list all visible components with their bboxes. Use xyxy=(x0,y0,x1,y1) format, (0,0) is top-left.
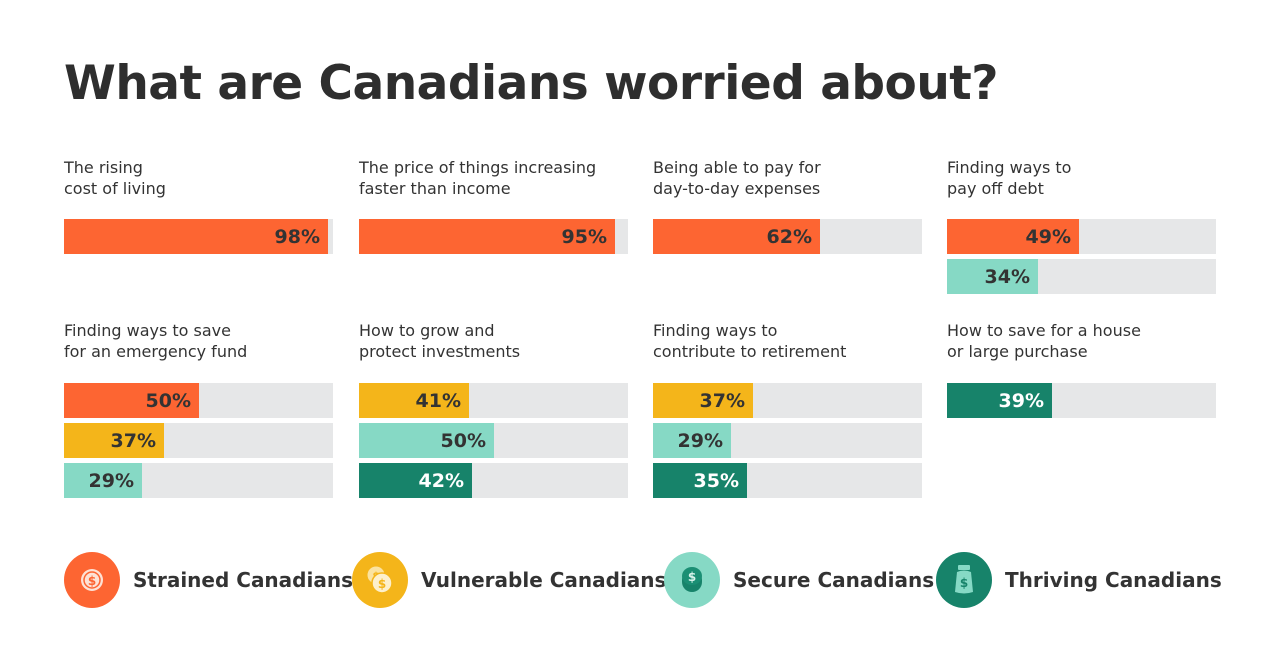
svg-text:$: $ xyxy=(88,574,96,588)
legend-label: Vulnerable Canadians xyxy=(421,568,667,592)
panel-label: How to grow and protect investments xyxy=(359,321,521,361)
dollar-coin-icon: $ xyxy=(64,552,120,608)
bar-secure-canadians xyxy=(359,423,494,458)
coin-stack-icon: $ xyxy=(664,552,720,608)
bar-thriving-canadians xyxy=(653,463,747,498)
bar-value-label: 95% xyxy=(561,226,607,248)
legend-item-secure: $ Secure Canadians xyxy=(664,552,934,608)
bar-track: 35% xyxy=(653,463,922,498)
bar-vulnerable-canadians xyxy=(653,383,753,418)
bar-value-label: 41% xyxy=(415,390,461,412)
svg-text:$: $ xyxy=(688,570,696,584)
bar-value-label: 29% xyxy=(677,430,723,452)
panel-label: The price of things increasing faster th… xyxy=(359,158,597,198)
bar-value-label: 37% xyxy=(699,390,745,412)
bar-track: 29% xyxy=(64,463,333,498)
panel-label: The rising cost of living xyxy=(64,158,166,198)
bar-secure-canadians xyxy=(653,423,731,458)
bar-group: 49% 34% xyxy=(947,219,1216,299)
chart-panel: How to save for a house or large purchas… xyxy=(947,320,1216,418)
bar-track: 49% xyxy=(947,219,1216,254)
legend-item-vulnerable: $$ Vulnerable Canadians xyxy=(352,552,666,608)
bar-value-label: 98% xyxy=(274,226,320,248)
bar-vulnerable-canadians xyxy=(64,423,164,458)
bar-value-label: 50% xyxy=(145,390,191,412)
bar-thriving-canadians xyxy=(947,383,1052,418)
svg-text:$: $ xyxy=(960,576,968,590)
bar-track: 95% xyxy=(359,219,628,254)
bar-vulnerable-canadians xyxy=(359,383,469,418)
stacked-coins-icon: $$ xyxy=(352,552,408,608)
bar-group: 95% xyxy=(359,219,628,259)
legend-label: Secure Canadians xyxy=(733,568,935,592)
panel-label: Finding ways to pay off debt xyxy=(947,158,1072,198)
legend-label: Strained Canadians xyxy=(133,568,353,592)
bar-value-label: 34% xyxy=(984,266,1030,288)
chart-panel: Finding ways to contribute to retirement… xyxy=(653,320,922,498)
bar-track: 34% xyxy=(947,259,1216,294)
chart-panel: Finding ways to pay off debt 49% 34% xyxy=(947,157,1216,294)
panel-label: Finding ways to contribute to retirement xyxy=(653,321,847,361)
bar-value-label: 49% xyxy=(1025,226,1071,248)
panel-label: How to save for a house or large purchas… xyxy=(947,321,1141,361)
chart-panel: How to grow and protect investments 41% 50… xyxy=(359,320,628,498)
chart-panel: Finding ways to save for an emergency fu… xyxy=(64,320,333,498)
bar-group: 62% xyxy=(653,219,922,259)
bar-track: 50% xyxy=(64,383,333,418)
bar-group: 41% 50% 42% xyxy=(359,383,628,503)
bar-value-label: 29% xyxy=(88,470,134,492)
chart-title: What are Canadians worried about? xyxy=(64,56,999,111)
legend-item-strained: $ Strained Canadians xyxy=(64,552,353,608)
bar-track: 50% xyxy=(359,423,628,458)
bar-value-label: 62% xyxy=(766,226,812,248)
bar-track: 41% xyxy=(359,383,628,418)
panel-label: Being able to pay for day-to-day expense… xyxy=(653,158,821,198)
chart-panel: Being able to pay for day-to-day expense… xyxy=(653,157,922,254)
bar-value-label: 35% xyxy=(693,470,739,492)
bar-value-label: 37% xyxy=(110,430,156,452)
svg-text:$: $ xyxy=(378,577,386,591)
bar-value-label: 50% xyxy=(440,430,486,452)
panel-label: Finding ways to save for an emergency fu… xyxy=(64,321,248,361)
bar-track: 29% xyxy=(653,423,922,458)
bar-track: 62% xyxy=(653,219,922,254)
bar-track: 37% xyxy=(64,423,333,458)
bar-group: 37% 29% 35% xyxy=(653,383,922,503)
legend-item-thriving: $ Thriving Canadians xyxy=(936,552,1222,608)
bar-value-label: 39% xyxy=(998,390,1044,412)
bar-strained-canadians xyxy=(64,219,328,254)
bar-strained-canadians xyxy=(64,383,199,418)
bar-value-label: 42% xyxy=(418,470,464,492)
bar-group: 50% 37% 29% xyxy=(64,383,333,503)
chart-panel: The price of things increasing faster th… xyxy=(359,157,628,254)
legend-label: Thriving Canadians xyxy=(1005,568,1222,592)
bar-strained-canadians xyxy=(947,219,1079,254)
bar-track: 37% xyxy=(653,383,922,418)
bar-strained-canadians xyxy=(653,219,820,254)
bar-secure-canadians xyxy=(947,259,1038,294)
bar-track: 42% xyxy=(359,463,628,498)
bar-thriving-canadians xyxy=(359,463,472,498)
money-jar-icon: $ xyxy=(936,552,992,608)
bar-group: 39% xyxy=(947,383,1216,423)
bar-track: 98% xyxy=(64,219,333,254)
bar-track: 39% xyxy=(947,383,1216,418)
bar-group: 98% xyxy=(64,219,333,259)
bar-secure-canadians xyxy=(64,463,142,498)
bar-strained-canadians xyxy=(359,219,615,254)
chart-panel: The rising cost of living 98% xyxy=(64,157,333,254)
